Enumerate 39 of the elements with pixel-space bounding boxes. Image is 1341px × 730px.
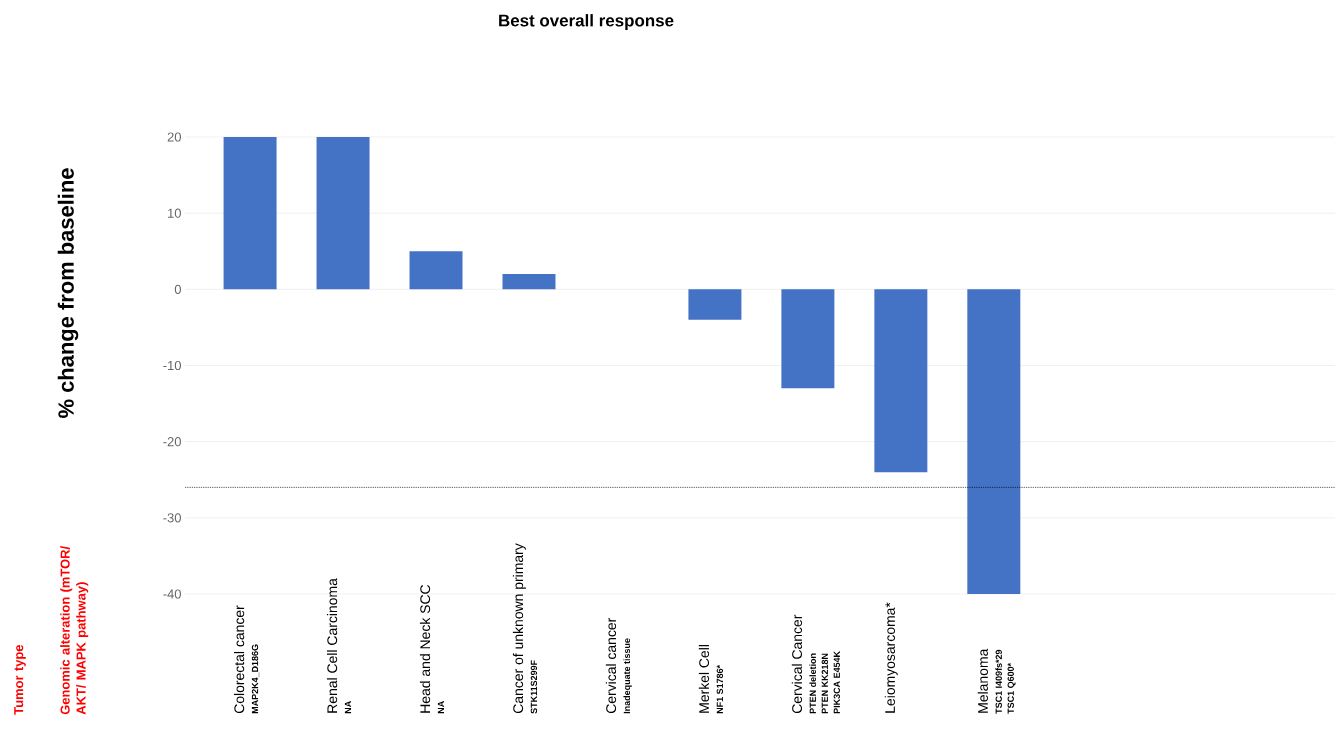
text: STK11S299F bbox=[530, 660, 538, 714]
text: NA bbox=[344, 701, 352, 714]
y-tick-label: 20 bbox=[167, 132, 181, 142]
text: TSC1 Q600* bbox=[1007, 662, 1016, 714]
x-tick-label: Cervical cancer bbox=[605, 617, 617, 714]
text: Tumor type bbox=[14, 644, 26, 715]
text: PTEN KK218N bbox=[821, 653, 828, 714]
y-tick-label: -20 bbox=[163, 437, 181, 447]
y-tick-label: 10 bbox=[168, 208, 181, 218]
x-tick-label: Renal Cell Carcinoma bbox=[326, 578, 338, 713]
bar bbox=[967, 289, 1021, 594]
text: Inadequate tissue bbox=[623, 638, 632, 714]
text: PIK3CA E454K bbox=[833, 651, 840, 714]
text: PTEN deletion bbox=[809, 653, 816, 714]
bar bbox=[409, 251, 463, 290]
bar bbox=[316, 137, 370, 290]
y-tick-label: -40 bbox=[163, 589, 181, 599]
bar bbox=[781, 289, 835, 389]
text: Genomic alteration (mTOR/ AKT/ MAPK pathway) bbox=[60, 546, 89, 715]
bar bbox=[502, 274, 556, 290]
text: NF1 S1786* bbox=[716, 664, 724, 714]
y-tick-label: 0 bbox=[174, 284, 181, 294]
text: TSC1 I409fs*29 bbox=[995, 649, 1002, 714]
text: MAP2K4_D186G bbox=[251, 644, 260, 714]
y-tick-label: -30 bbox=[163, 513, 181, 523]
y-tick-label: -10 bbox=[163, 360, 181, 371]
x-tick-label: Leiomyosarcoma* bbox=[884, 602, 898, 713]
bar bbox=[223, 137, 277, 290]
x-tick-label: Cervical Cancer bbox=[791, 614, 803, 714]
x-tick-label: Melanoma bbox=[977, 648, 988, 713]
x-tick-label: Merkel Cell bbox=[698, 645, 710, 713]
text: NA bbox=[437, 701, 445, 714]
bar bbox=[874, 289, 928, 473]
x-tick-label: Head and Neck SCC bbox=[419, 584, 431, 713]
x-tick-label: Colorectal cancer bbox=[233, 605, 245, 714]
x-tick-label: Cancer of unknown primary bbox=[512, 543, 526, 714]
y-axis-title: % change from baseline bbox=[57, 168, 79, 418]
bar bbox=[688, 289, 742, 320]
chart-title: Best overall response bbox=[499, 14, 674, 30]
